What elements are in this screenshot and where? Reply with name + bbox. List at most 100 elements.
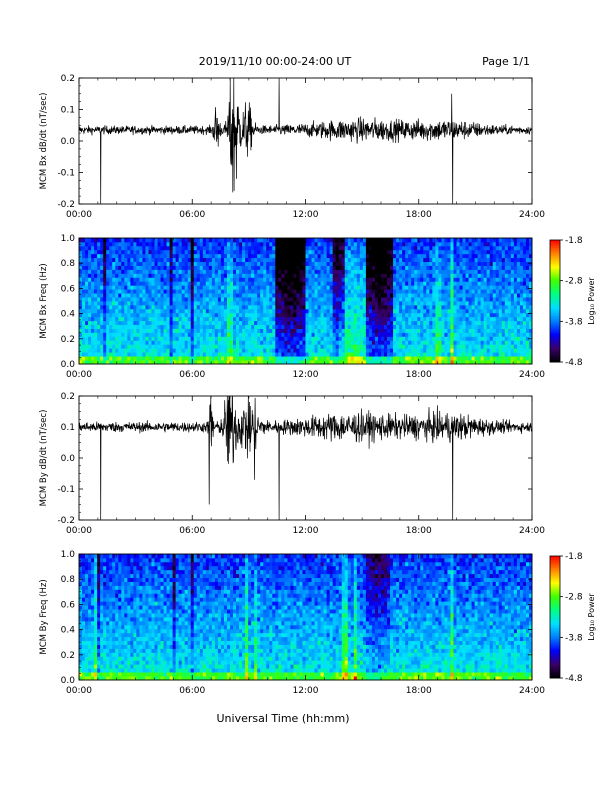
spectrogram-cell bbox=[106, 281, 109, 285]
spectrogram-cell bbox=[293, 293, 296, 297]
spectrogram-cell bbox=[130, 336, 133, 340]
spectrogram-cell bbox=[369, 254, 372, 258]
spectrogram-cell bbox=[299, 325, 302, 329]
spectrogram-cell bbox=[155, 285, 158, 289]
spectrogram-cell bbox=[520, 325, 523, 329]
spectrogram-cell bbox=[155, 258, 158, 262]
spectrogram-cell bbox=[330, 352, 333, 356]
spectrogram-cell bbox=[130, 325, 133, 329]
spectrogram-cell bbox=[402, 297, 405, 301]
spectrogram-cell bbox=[351, 266, 354, 270]
spectrogram-cell bbox=[469, 336, 472, 340]
spectrogram-cell bbox=[221, 293, 224, 297]
spectrogram-cell bbox=[517, 305, 520, 309]
spectrogram-cell bbox=[342, 325, 345, 329]
spectrogram-cell bbox=[375, 242, 378, 246]
spectrogram-cell bbox=[429, 242, 432, 246]
spectrogram-cell bbox=[142, 336, 145, 340]
spectrogram-cell bbox=[206, 238, 209, 242]
spectrogram-cell bbox=[263, 297, 266, 301]
spectrogram-cell bbox=[100, 301, 103, 305]
spectrogram-cell bbox=[233, 238, 236, 242]
spectrogram-cell bbox=[517, 242, 520, 246]
spectrogram-cell bbox=[203, 356, 206, 360]
spectrogram-cell bbox=[233, 305, 236, 309]
spectrogram-cell bbox=[97, 344, 100, 348]
spectrogram-cell bbox=[269, 305, 272, 309]
spectrogram-cell bbox=[481, 317, 484, 321]
spectrogram-cell bbox=[200, 293, 203, 297]
spectrogram-cell bbox=[82, 297, 85, 301]
spectrogram-cell bbox=[254, 297, 257, 301]
spectrogram-cell bbox=[523, 309, 526, 313]
spectrogram-cell bbox=[248, 313, 251, 317]
spectrogram-cell bbox=[161, 254, 164, 258]
spectrogram-cell bbox=[239, 285, 242, 289]
spectrogram-cell bbox=[164, 242, 167, 246]
spectrogram-cell bbox=[423, 246, 426, 250]
spectrogram-cell bbox=[502, 352, 505, 356]
spectrogram-cell bbox=[278, 356, 281, 360]
spectrogram-cell bbox=[281, 333, 284, 337]
spectrogram-cell bbox=[333, 273, 336, 277]
spectrogram-cell bbox=[145, 325, 148, 329]
spectrogram-cell bbox=[333, 262, 336, 266]
spectrogram-cell bbox=[284, 352, 287, 356]
spectrogram-cell bbox=[161, 289, 164, 293]
spectrogram-cell bbox=[278, 297, 281, 301]
spectrogram-cell bbox=[435, 336, 438, 340]
spectrogram-cell bbox=[182, 266, 185, 270]
spectrogram-cell bbox=[429, 325, 432, 329]
spectrogram-cell bbox=[453, 289, 456, 293]
spectrogram-cell bbox=[499, 258, 502, 262]
spectrogram-cell bbox=[191, 273, 194, 277]
spectrogram-cell bbox=[236, 309, 239, 313]
spectrogram-cell bbox=[369, 289, 372, 293]
spectrogram-cell bbox=[127, 281, 130, 285]
spectrogram-cell bbox=[230, 356, 233, 360]
spectrogram-cell bbox=[164, 356, 167, 360]
spectrogram-cell bbox=[248, 356, 251, 360]
spectrogram-cell bbox=[402, 281, 405, 285]
spectrogram-cell bbox=[351, 356, 354, 360]
spectrogram-cell bbox=[450, 317, 453, 321]
spectrogram-cell bbox=[112, 277, 115, 281]
spectrogram-cell bbox=[408, 321, 411, 325]
spectrogram-cell bbox=[381, 325, 384, 329]
spectrogram-cell bbox=[414, 242, 417, 246]
spectrogram-cell bbox=[354, 293, 357, 297]
spectrogram-cell bbox=[432, 344, 435, 348]
spectrogram-cell bbox=[260, 266, 263, 270]
spectrogram-cell bbox=[112, 273, 115, 277]
spectrogram-cell bbox=[390, 321, 393, 325]
spectrogram-cell bbox=[200, 317, 203, 321]
spectrogram-cell bbox=[505, 285, 508, 289]
spectrogram-cell bbox=[215, 289, 218, 293]
spectrogram-cell bbox=[402, 325, 405, 329]
spectrogram-cell bbox=[441, 336, 444, 340]
spectrogram-cell bbox=[109, 297, 112, 301]
spectrogram-cell bbox=[212, 340, 215, 344]
spectrogram-cell bbox=[429, 273, 432, 277]
spectrogram-cell bbox=[336, 344, 339, 348]
spectrogram-cell bbox=[236, 356, 239, 360]
spectrogram-cell bbox=[324, 254, 327, 258]
spectrogram-cell bbox=[278, 266, 281, 270]
spectrogram-cell bbox=[121, 246, 124, 250]
spectrogram-cell bbox=[502, 262, 505, 266]
spectrogram-cell bbox=[136, 266, 139, 270]
spectrogram-cell bbox=[348, 270, 351, 274]
spectrogram-cell bbox=[330, 270, 333, 274]
spectrogram-cell bbox=[321, 297, 324, 301]
spectrogram-cell bbox=[136, 238, 139, 242]
spectrogram-cell bbox=[236, 242, 239, 246]
spectrogram-cell bbox=[426, 325, 429, 329]
spectrogram-cell bbox=[523, 273, 526, 277]
spectrogram-cell bbox=[478, 289, 481, 293]
spectrogram-cell bbox=[517, 254, 520, 258]
spectrogram-cell bbox=[324, 301, 327, 305]
spectrogram-cell bbox=[363, 285, 366, 289]
spectrogram-cell bbox=[176, 297, 179, 301]
spectrogram-cell bbox=[447, 325, 450, 329]
spectrogram-cell bbox=[429, 270, 432, 274]
